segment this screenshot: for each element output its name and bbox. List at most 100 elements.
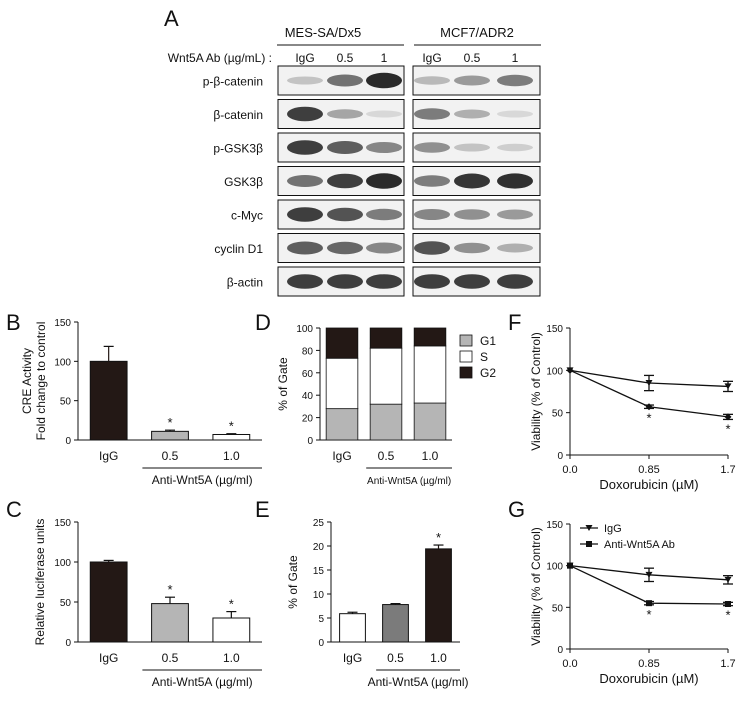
protein-label: p-β-catenin	[203, 75, 263, 89]
bar	[89, 360, 128, 441]
y-tick-label: 0	[318, 638, 324, 649]
y-tick-label: 0	[557, 451, 563, 462]
lane-label: 1	[512, 51, 519, 65]
y-tick-label: 150	[546, 520, 563, 531]
blot-band	[497, 243, 533, 253]
bar	[89, 561, 128, 643]
legend-label: G1	[480, 334, 496, 348]
chart-panel-c: 0 50 100 150 Relative luciferase units IgG * 0.…	[33, 518, 262, 689]
panel-label-d: D	[255, 310, 271, 335]
stacked-bar-segment	[325, 327, 359, 359]
x-tick-label: 0.5	[387, 651, 404, 665]
blot-band	[327, 173, 363, 189]
blot-band	[414, 108, 450, 120]
cell-line-label-1: MES-SA/Dx5	[285, 25, 362, 40]
stacked-bar-segment	[369, 347, 403, 405]
stacked-bar-segment	[369, 403, 403, 441]
stacked-bar-segment	[413, 345, 447, 404]
legend-label: Anti-Wnt5A Ab	[604, 539, 675, 551]
panel-label-g: G	[508, 497, 525, 522]
y-tick-label: 100	[546, 366, 563, 377]
blot-band	[497, 209, 533, 220]
bar	[151, 603, 189, 643]
legend-swatch	[459, 350, 473, 363]
y-tick-label: 150	[54, 318, 71, 329]
y-tick-label: 5	[318, 614, 324, 625]
protein-label: c-Myc	[231, 209, 263, 223]
blot-band	[327, 207, 363, 222]
group-label: Anti-Wnt5A (µg/ml)	[368, 675, 469, 689]
blot-band	[287, 241, 323, 255]
y-tick-label: 50	[60, 598, 72, 609]
x-axis-title: Doxorubicin (µM)	[599, 477, 698, 492]
x-tick-label: 0.85	[638, 464, 659, 476]
significance-star: *	[167, 582, 172, 597]
legend-label: IgG	[604, 523, 622, 535]
lane-labels: IgG 0.5 1 IgG 0.5 1	[295, 51, 518, 65]
blot-rows: p-β-catenin β-catenin p-GSK3β GSK3β c-Myc cyc…	[203, 65, 541, 297]
blot-band	[497, 143, 533, 152]
y-tick-label: 0	[65, 638, 71, 649]
legend-label: S	[480, 350, 488, 364]
blot-band	[287, 140, 323, 155]
bar	[212, 433, 251, 441]
blot-band	[454, 242, 490, 254]
x-tick-label: IgG	[99, 449, 118, 463]
data-point	[566, 366, 574, 374]
treatment-label: Wnt5A Ab (µg/mL) :	[168, 51, 272, 65]
y-tick-label: 0	[307, 436, 313, 447]
x-tick-label: 0.5	[162, 449, 179, 463]
y-tick-label: 100	[54, 357, 71, 368]
significance-star: *	[725, 421, 730, 436]
panel-label-e: E	[255, 497, 270, 522]
lane-label: 0.5	[337, 51, 354, 65]
blot-band	[497, 74, 533, 87]
bar	[339, 613, 366, 643]
y-tick-label: 40	[302, 391, 314, 402]
y-axis-title: Viability (% of Control)	[529, 527, 543, 646]
y-tick-label: 60	[302, 369, 314, 380]
y-axis-title: CRE ActivityFold change to control	[20, 322, 48, 441]
stacked-bar-segment	[325, 408, 359, 441]
protein-label: GSK3β	[224, 175, 263, 189]
stacked-bar-segment	[325, 357, 359, 410]
x-axis-title: Doxorubicin (µM)	[599, 671, 698, 686]
blot-band	[327, 141, 363, 154]
x-tick-label: IgG	[343, 651, 362, 665]
chart-panel-e: 0 5 10 15 20 25 % of Gate IgG 0.5 * 1.0 Anti-Wnt5A …	[286, 518, 469, 689]
panel-label-f: F	[508, 310, 521, 335]
lane-label: IgG	[295, 51, 314, 65]
significance-star: *	[646, 607, 651, 622]
x-tick-label: 1.0	[422, 449, 439, 463]
western-blot-panel: A MES-SA/Dx5 MCF7/ADR2 Wnt5A Ab (µg/mL) …	[164, 6, 541, 297]
y-tick-label: 50	[552, 409, 564, 420]
legend-marker	[585, 525, 593, 531]
blot-band	[366, 142, 402, 153]
significance-star: *	[167, 415, 172, 430]
blot-band	[497, 274, 533, 289]
blot-band	[454, 274, 490, 289]
blot-band	[327, 109, 363, 119]
group-label: Anti-Wnt5A (µg/ml)	[152, 675, 253, 689]
y-tick-label: 50	[552, 603, 564, 614]
blot-band	[366, 72, 402, 89]
protein-label: cyclin D1	[214, 242, 263, 256]
bar	[212, 617, 251, 643]
x-tick-label: 0.5	[378, 449, 395, 463]
data-point	[646, 600, 652, 607]
blot-band	[287, 106, 323, 122]
x-tick-label: IgG	[99, 651, 118, 665]
blot-band	[414, 175, 450, 187]
blot-band	[366, 242, 402, 254]
x-tick-label: IgG	[332, 449, 351, 463]
blot-band	[454, 209, 490, 220]
bar	[382, 604, 409, 643]
y-tick-label: 150	[546, 324, 563, 335]
panel-label-a: A	[164, 6, 179, 31]
y-tick-label: 80	[302, 346, 314, 357]
data-point	[724, 413, 732, 421]
protein-label: β-actin	[227, 276, 263, 290]
significance-star: *	[229, 597, 234, 612]
